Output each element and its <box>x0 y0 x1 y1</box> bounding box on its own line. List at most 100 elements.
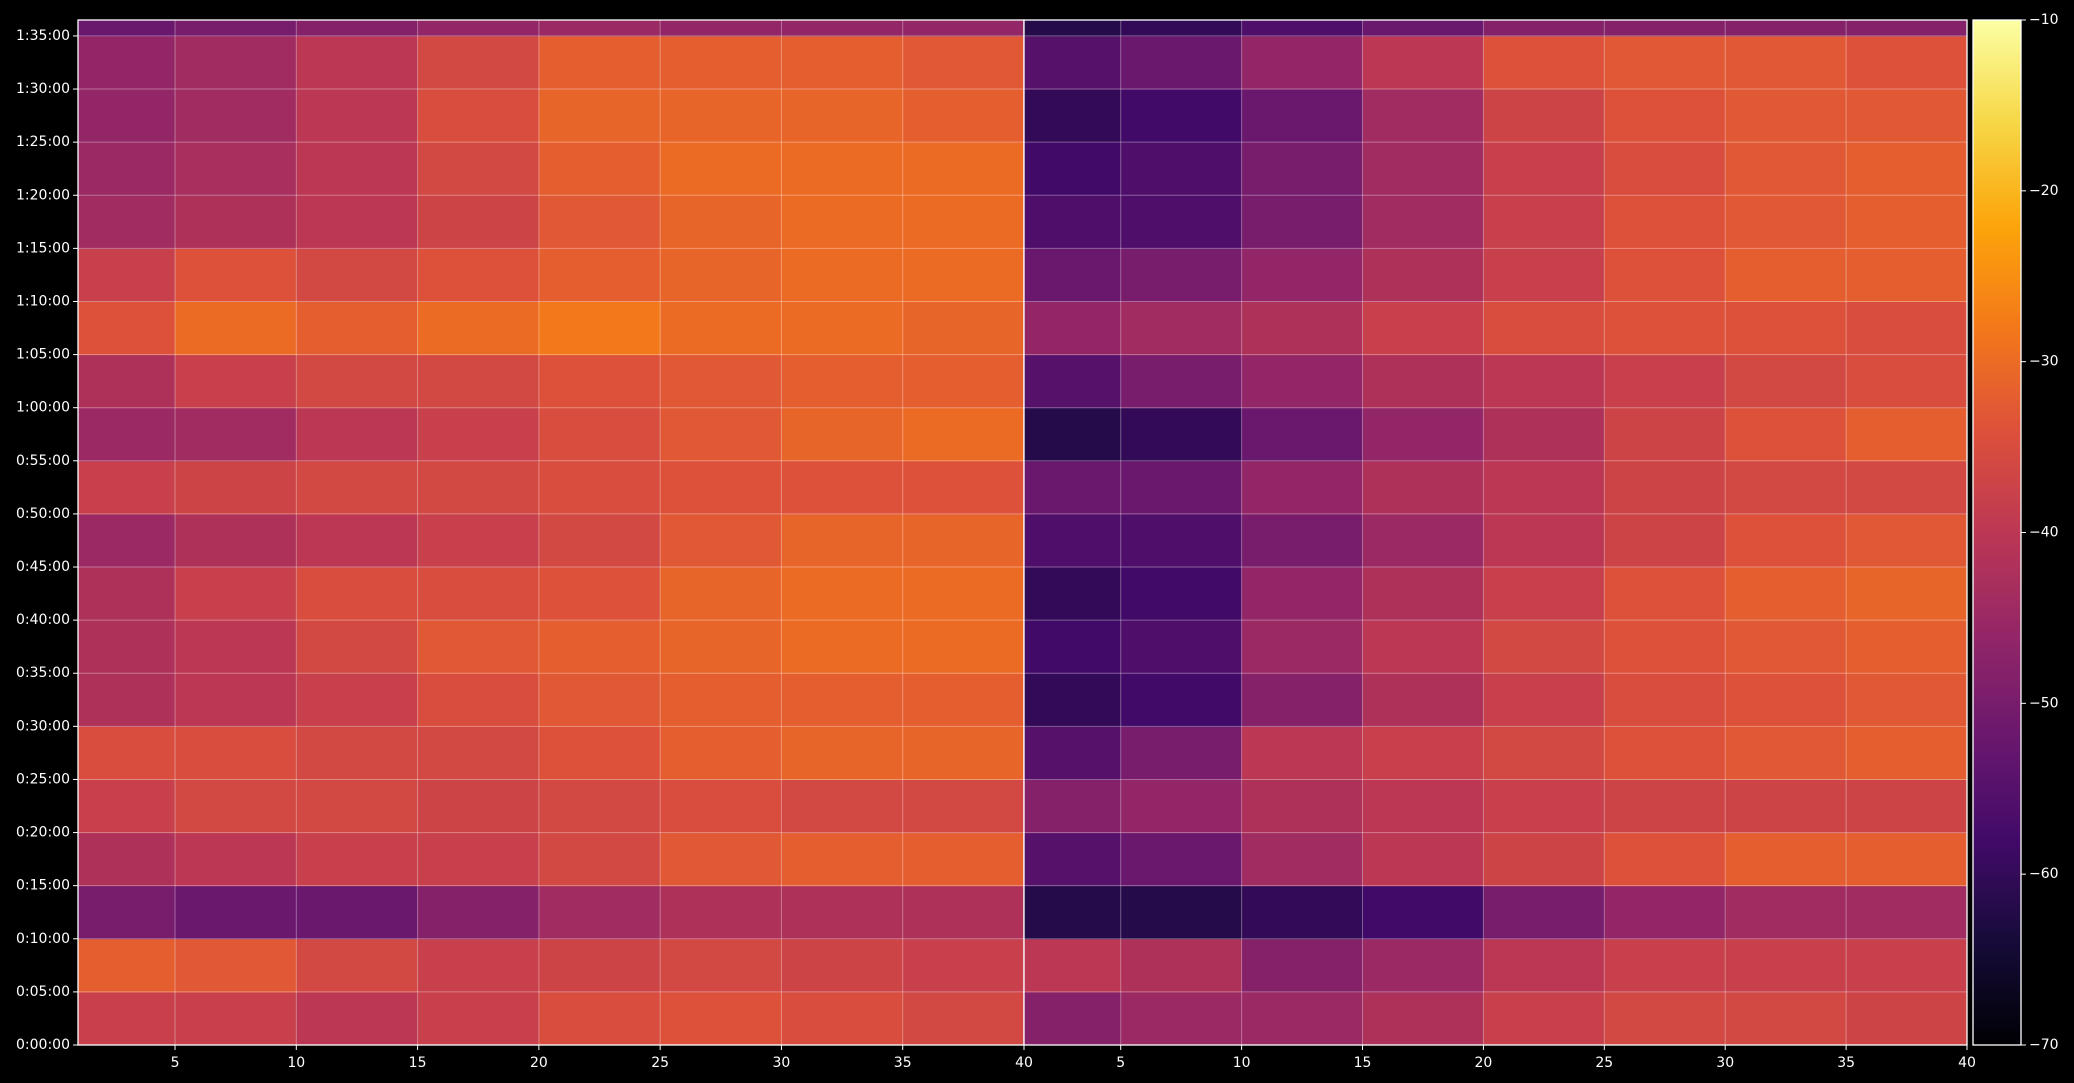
heat-cell <box>1483 89 1605 143</box>
heat-cell <box>902 567 1024 621</box>
heat-cell <box>1483 991 1605 1045</box>
heat-cell <box>1241 407 1364 462</box>
heat-cell <box>1846 938 1967 993</box>
heat-cell <box>296 513 419 568</box>
heat-cell <box>902 673 1024 727</box>
heat-cell <box>1362 354 1484 409</box>
heat-cell <box>1846 407 1967 462</box>
x-tick-label: 5 <box>1116 1055 1125 1071</box>
heat-cell <box>1120 673 1243 727</box>
heat-cell <box>1604 779 1726 834</box>
heat-cell <box>417 460 540 515</box>
heat-cell <box>1846 142 1967 196</box>
heat-cell <box>781 673 904 727</box>
heat-cell <box>1362 195 1484 249</box>
heat-cell <box>538 567 661 621</box>
heat-cell <box>1725 354 1847 409</box>
heat-cell <box>417 726 540 780</box>
heat-cell <box>1362 35 1484 90</box>
heat-cell <box>1725 620 1847 674</box>
heat-cell <box>1024 195 1122 249</box>
heat-cell <box>1362 726 1484 780</box>
heat-cell <box>417 89 540 143</box>
heat-cell <box>781 20 904 37</box>
heat-cell <box>296 991 419 1045</box>
heat-cell <box>296 195 419 249</box>
heat-cell <box>538 620 661 674</box>
heat-cell <box>1725 35 1847 90</box>
heat-cell <box>175 726 297 780</box>
heat-cell <box>1846 779 1967 834</box>
heat-cell <box>1725 89 1847 143</box>
heat-cell <box>1120 35 1243 90</box>
heat-cell <box>296 301 419 356</box>
heat-cell <box>781 35 904 90</box>
heat-cell <box>1024 354 1122 409</box>
heat-cell <box>902 460 1024 515</box>
heat-cell <box>1120 20 1243 37</box>
heat-cell <box>1725 460 1847 515</box>
heat-cell <box>1024 89 1122 143</box>
heat-cell <box>781 885 904 940</box>
heat-cell <box>175 301 297 356</box>
heat-cell <box>538 460 661 515</box>
heat-cell <box>1483 354 1605 409</box>
heat-cell <box>78 885 176 940</box>
heat-cell <box>1241 673 1364 727</box>
heat-cell <box>175 513 297 568</box>
heat-cell <box>175 407 297 462</box>
heat-cell <box>417 354 540 409</box>
y-tick-label: 1:10:00 <box>16 293 70 309</box>
heat-cell <box>660 460 782 515</box>
heat-cell <box>781 513 904 568</box>
heat-cell <box>1483 620 1605 674</box>
heat-cell <box>902 301 1024 356</box>
heat-cell <box>1362 938 1484 993</box>
heat-cell <box>660 89 782 143</box>
heat-cell <box>781 567 904 621</box>
heat-cell <box>1024 35 1122 90</box>
colorbar-tick-label: −20 <box>2029 183 2059 199</box>
heat-cell <box>660 885 782 940</box>
x-tick-label: 10 <box>287 1055 305 1071</box>
heat-cell <box>1604 885 1726 940</box>
heat-cell <box>902 779 1024 834</box>
heat-cell <box>660 407 782 462</box>
heat-cell <box>296 779 419 834</box>
heat-cell <box>902 938 1024 993</box>
heat-cell <box>902 885 1024 940</box>
heat-cell <box>78 142 176 196</box>
y-tick-label: 0:15:00 <box>16 878 70 894</box>
heat-cell <box>1846 460 1967 515</box>
heat-cell <box>175 938 297 993</box>
heat-cell <box>296 35 419 90</box>
heat-cell <box>538 991 661 1045</box>
heat-cell <box>902 248 1024 302</box>
heat-cell <box>1362 248 1484 302</box>
heat-cell <box>1846 885 1967 940</box>
heat-cell <box>1483 407 1605 462</box>
heat-cell <box>538 35 661 90</box>
y-tick-label: 1:05:00 <box>16 347 70 363</box>
heat-cell <box>660 195 782 249</box>
heat-cell <box>1362 460 1484 515</box>
heat-cell <box>1846 567 1967 621</box>
heat-cell <box>1725 885 1847 940</box>
heat-cell <box>538 142 661 196</box>
heat-cell <box>660 513 782 568</box>
heat-cell <box>175 779 297 834</box>
heat-cell <box>1241 142 1364 196</box>
heat-cell <box>296 460 419 515</box>
heat-cell <box>781 195 904 249</box>
heat-cell <box>296 407 419 462</box>
heat-cell <box>78 301 176 356</box>
heat-cell <box>175 567 297 621</box>
heat-cell <box>902 991 1024 1045</box>
heat-cell <box>1241 195 1364 249</box>
heat-cell <box>1120 726 1243 780</box>
x-tick-label: 20 <box>530 1055 548 1071</box>
heat-cell <box>660 991 782 1045</box>
heat-cell <box>1241 832 1364 887</box>
heat-cell <box>1024 248 1122 302</box>
heat-cell <box>1846 513 1967 568</box>
